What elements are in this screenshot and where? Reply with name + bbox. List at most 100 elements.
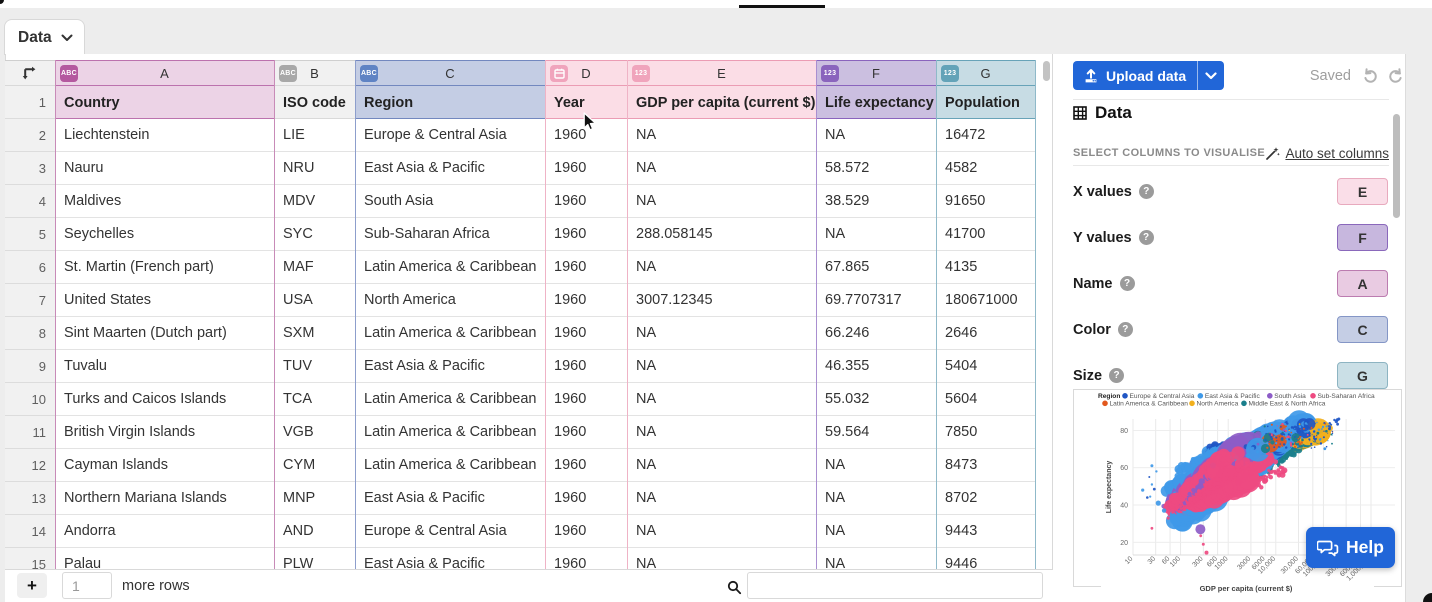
data-cell[interactable]: Nauru [55,152,274,185]
data-cell[interactable]: 9443 [936,515,1035,548]
data-cell[interactable]: Latin America & Caribbean [355,416,545,449]
data-cell[interactable]: 5404 [936,350,1035,383]
data-cell[interactable]: NA [627,416,816,449]
settings-vertical-scrollbar[interactable] [1393,114,1400,218]
data-cell[interactable]: Andorra [55,515,274,548]
row-number[interactable]: 12 [5,449,55,482]
data-cell[interactable]: 46.355 [816,350,936,383]
data-cell[interactable]: NA [627,383,816,416]
row-number[interactable]: 8 [5,317,55,350]
help-question-icon[interactable]: ? [1138,184,1154,199]
row-number[interactable]: 11 [5,416,55,449]
row-number[interactable]: 13 [5,482,55,515]
auto-set-columns-link[interactable]: Auto set columns [1265,146,1389,161]
data-cell[interactable]: 1960 [545,548,627,569]
data-cell[interactable]: CYM [274,449,355,482]
data-cell[interactable]: NA [627,482,816,515]
header-cell-A[interactable]: Country [55,86,274,119]
data-cell[interactable]: East Asia & Pacific [355,548,545,569]
data-cell[interactable]: Northern Mariana Islands [55,482,274,515]
data-cell[interactable]: NA [816,449,936,482]
data-cell[interactable]: 1960 [545,185,627,218]
data-cell[interactable]: Sub-Saharan Africa [355,218,545,251]
data-cell[interactable]: MNP [274,482,355,515]
add-rows-count-input[interactable] [62,572,112,599]
data-cell[interactable]: 4135 [936,251,1035,284]
data-cell[interactable]: 1960 [545,284,627,317]
data-cell[interactable]: 288.058145 [627,218,816,251]
data-cell[interactable]: 7850 [936,416,1035,449]
data-cell[interactable]: NA [816,548,936,569]
data-cell[interactable]: PLW [274,548,355,569]
data-cell[interactable]: LIE [274,119,355,152]
data-cell[interactable]: SYC [274,218,355,251]
data-cell[interactable]: 41700 [936,218,1035,251]
data-cell[interactable]: 4582 [936,152,1035,185]
column-header-E[interactable]: E [627,61,816,86]
help-button[interactable]: Help [1306,527,1395,568]
upload-options-button[interactable] [1198,61,1224,90]
data-cell[interactable]: 1960 [545,317,627,350]
data-cell[interactable]: 58.572 [816,152,936,185]
data-cell[interactable]: Latin America & Caribbean [355,383,545,416]
data-cell[interactable]: 5604 [936,383,1035,416]
data-cell[interactable]: 55.032 [816,383,936,416]
data-cell[interactable]: Sint Maarten (Dutch part) [55,317,274,350]
table-search-input[interactable] [747,572,1043,599]
data-cell[interactable]: 8702 [936,482,1035,515]
help-question-icon[interactable]: ? [1109,368,1125,383]
row-number[interactable]: 6 [5,251,55,284]
data-cell[interactable]: Cayman Islands [55,449,274,482]
data-cell[interactable]: NA [627,449,816,482]
header-cell-C[interactable]: Region [355,86,545,119]
binding-column-badge-C[interactable]: C [1337,316,1388,343]
select-all-cell[interactable] [5,61,55,86]
data-cell[interactable]: 3007.12345 [627,284,816,317]
data-cell[interactable]: NA [627,317,816,350]
spreadsheet-grid[interactable]: A ABC Country B ABC ISO code C ABC Region D Year E 1… [5,54,1053,569]
data-cell[interactable]: Latin America & Caribbean [355,449,545,482]
data-cell[interactable]: Seychelles [55,218,274,251]
data-cell[interactable]: Latin America & Caribbean [355,317,545,350]
data-cell[interactable]: 1960 [545,119,627,152]
data-cell[interactable]: 1960 [545,515,627,548]
data-cell[interactable]: 8473 [936,449,1035,482]
data-cell[interactable]: NA [627,119,816,152]
row-number[interactable]: 9 [5,350,55,383]
header-cell-B[interactable]: ISO code [274,86,355,119]
data-cell[interactable]: 38.529 [816,185,936,218]
data-cell[interactable]: East Asia & Pacific [355,350,545,383]
data-cell[interactable]: 1960 [545,218,627,251]
data-cell[interactable]: NA [627,350,816,383]
data-cell[interactable]: Europe & Central Asia [355,119,545,152]
data-cell[interactable]: British Virgin Islands [55,416,274,449]
row-number[interactable]: 4 [5,185,55,218]
binding-column-badge-A[interactable]: A [1337,270,1388,297]
data-cell[interactable]: 67.865 [816,251,936,284]
tab-data[interactable]: Data [4,19,85,55]
data-cell[interactable]: St. Martin (French part) [55,251,274,284]
header-cell-E[interactable]: GDP per capita (current $) [627,86,816,119]
data-cell[interactable]: NA [627,515,816,548]
row-number[interactable]: 15 [5,548,55,569]
data-cell[interactable]: 1960 [545,350,627,383]
data-cell[interactable]: East Asia & Pacific [355,152,545,185]
data-cell[interactable]: NA [816,515,936,548]
data-cell[interactable]: 1960 [545,482,627,515]
data-cell[interactable]: NA [627,185,816,218]
help-question-icon[interactable]: ? [1119,276,1135,291]
data-cell[interactable]: South Asia [355,185,545,218]
row-number[interactable]: 1 [5,86,55,119]
data-cell[interactable]: USA [274,284,355,317]
column-header-A[interactable]: A [55,61,274,86]
data-cell[interactable]: 59.564 [816,416,936,449]
data-cell[interactable]: 91650 [936,185,1035,218]
row-number[interactable]: 3 [5,152,55,185]
data-cell[interactable]: NA [627,152,816,185]
binding-column-badge-G[interactable]: G [1337,362,1388,389]
data-cell[interactable]: 2646 [936,317,1035,350]
data-cell[interactable]: United States [55,284,274,317]
header-cell-F[interactable]: Life expectancy [816,86,936,119]
data-cell[interactable]: 1960 [545,449,627,482]
data-cell[interactable]: 1960 [545,416,627,449]
